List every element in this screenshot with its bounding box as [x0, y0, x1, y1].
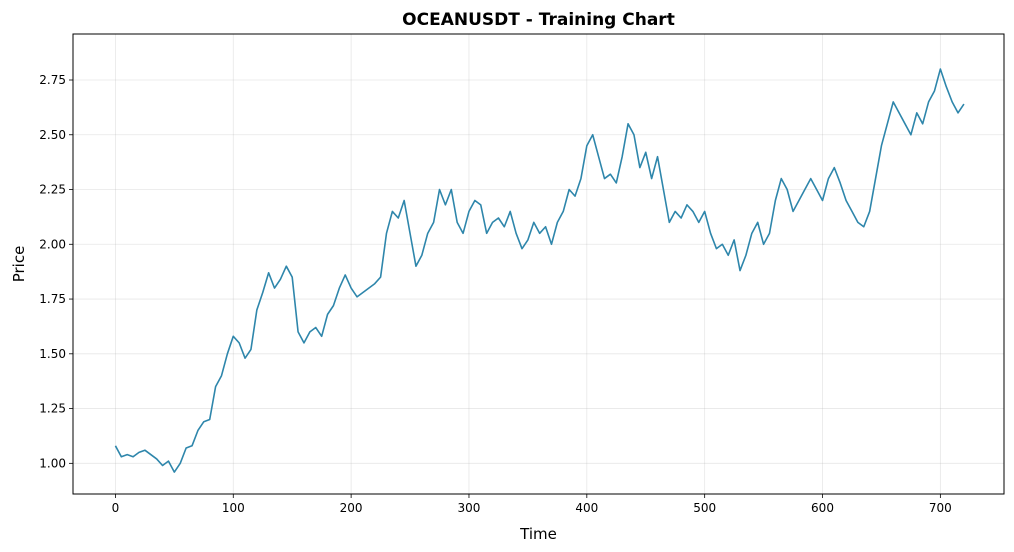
y-tick-label: 1.00 [39, 456, 66, 470]
y-tick-label: 1.25 [39, 402, 66, 416]
x-axis-label: Time [519, 525, 557, 543]
x-tick-label: 700 [929, 501, 952, 515]
price-line [114, 68, 965, 473]
x-tick-label: 0 [112, 501, 120, 515]
y-tick-label: 2.00 [39, 237, 66, 251]
y-axis-label: Price [10, 246, 28, 283]
x-tick-label: 100 [222, 501, 245, 515]
x-tick-label: 400 [575, 501, 598, 515]
plot-area [73, 34, 1004, 494]
x-tick-label: 600 [811, 501, 834, 515]
series-layer [114, 68, 965, 473]
y-tick-label: 1.75 [39, 292, 66, 306]
y-tick-label: 2.75 [39, 73, 66, 87]
y-tick-label: 2.25 [39, 183, 66, 197]
x-tick-label: 200 [340, 501, 363, 515]
x-tick-label: 300 [458, 501, 481, 515]
y-tick-label: 1.50 [39, 347, 66, 361]
plot-frame [72, 33, 1005, 495]
chart-title: OCEANUSDT - Training Chart [402, 10, 675, 30]
y-axis-ticks: 1.00 1.25 1.50 1.75 2.00 2.25 2.50 2.75 [39, 73, 73, 470]
x-tick-label: 500 [693, 501, 716, 515]
x-axis-ticks: 0 100 200 300 400 500 600 700 [112, 494, 952, 515]
y-tick-label: 2.50 [39, 128, 66, 142]
grid-lines [73, 34, 1004, 494]
